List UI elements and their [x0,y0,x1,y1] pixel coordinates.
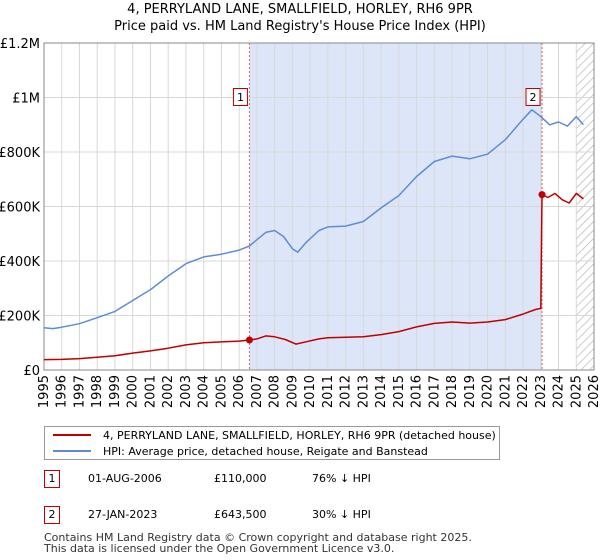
transaction-date: 01-AUG-2006 [88,472,162,485]
legend-label-hpi: HPI: Average price, detached house, Reig… [103,444,428,458]
marker-box-1 [232,88,248,106]
transaction-price: £643,500 [214,508,267,521]
chart-title-line2: Price paid vs. HM Land Registry's House … [114,19,486,34]
x-tick-label: 2024 [552,375,567,408]
x-tick-label: 2022 [516,375,531,408]
x-tick-label: 2000 [126,375,141,408]
x-tick-label: 2023 [534,375,549,408]
x-tick-label: 2005 [214,375,229,408]
property-price-series-line [43,192,584,361]
x-tick-label: 2010 [303,375,318,408]
x-tick-label: 1999 [108,375,123,408]
transaction-number-badge: 1 [44,470,60,488]
x-tick-label: 2015 [392,375,407,408]
transaction-price: £110,000 [214,472,267,485]
x-tick-label: 2009 [285,375,300,408]
y-tick-label: £0 [23,364,40,379]
footer-licence: This data is licensed under the Open Gov… [44,542,395,555]
legend: 4, PERRYLAND LANE, SMALLFIELD, HORLEY, R… [44,426,500,460]
x-tick-label: 2006 [232,375,247,408]
sale-point-2 [538,191,546,199]
marker-label-1: 1 [237,91,244,104]
transaction-hpi-diff: 30% ↓ HPI [312,508,371,521]
x-tick-label: 2007 [250,375,265,408]
footer-copyright: Contains HM Land Registry data © Crown c… [44,531,472,544]
x-tick-label: 2026 [587,375,600,408]
x-tick-label: 2002 [161,375,176,408]
table-row: 2 27-JAN-2023 £643,500 30% ↓ HPI [44,506,584,526]
x-tick-label: 1997 [72,375,87,408]
sale-point-1 [245,336,253,344]
x-tick-label: 2018 [445,375,460,408]
transaction-date: 27-JAN-2023 [88,508,158,521]
x-tick-label: 1998 [90,375,105,408]
x-tick-label: 2003 [179,375,194,408]
x-tick-label: 2025 [569,375,584,408]
table-row: 1 01-AUG-2006 £110,000 76% ↓ HPI [44,470,584,490]
y-tick-label: £200K [0,310,40,325]
x-tick-label: 2017 [427,375,442,408]
y-tick-label: £1M [12,92,40,107]
y-tick-label: £800K [0,146,40,161]
x-tick-label: 2011 [321,375,336,408]
plot-frame [43,42,595,371]
hpi-series-line [43,109,584,330]
y-tick-label: £1.2M [0,37,40,52]
y-tick-label: £600K [0,201,40,216]
legend-item-property: 4, PERRYLAND LANE, SMALLFIELD, HORLEY, R… [53,427,496,443]
y-tick-label: £400K [0,255,40,270]
legend-label-property: 4, PERRYLAND LANE, SMALLFIELD, HORLEY, R… [103,428,496,442]
price-chart: 4, PERRYLAND LANE, SMALLFIELD, HORLEY, R… [0,2,600,408]
marker-box-2 [525,88,541,106]
legend-swatch-property [53,434,91,436]
legend-swatch-hpi [53,450,91,452]
x-tick-label: 2013 [356,375,371,408]
x-tick-label: 2014 [374,375,389,408]
footer: Contains HM Land Registry data © Crown c… [44,532,472,554]
transaction-hpi-diff: 76% ↓ HPI [312,472,371,485]
transaction-number-badge: 2 [44,506,60,524]
x-tick-label: 2021 [498,375,513,408]
x-tick-label: 1995 [37,375,52,408]
x-tick-label: 2004 [197,375,212,408]
x-tick-label: 2019 [463,375,478,408]
x-tick-label: 2016 [410,375,425,408]
legend-item-hpi: HPI: Average price, detached house, Reig… [53,443,428,459]
chart-title-line1: 4, PERRYLAND LANE, SMALLFIELD, HORLEY, R… [127,2,473,17]
x-tick-label: 1996 [55,375,70,408]
x-tick-label: 2008 [268,375,283,408]
x-tick-label: 2012 [339,375,354,408]
x-tick-label: 2020 [481,375,496,408]
x-tick-label: 2001 [143,375,158,408]
marker-label-2: 2 [530,91,537,104]
